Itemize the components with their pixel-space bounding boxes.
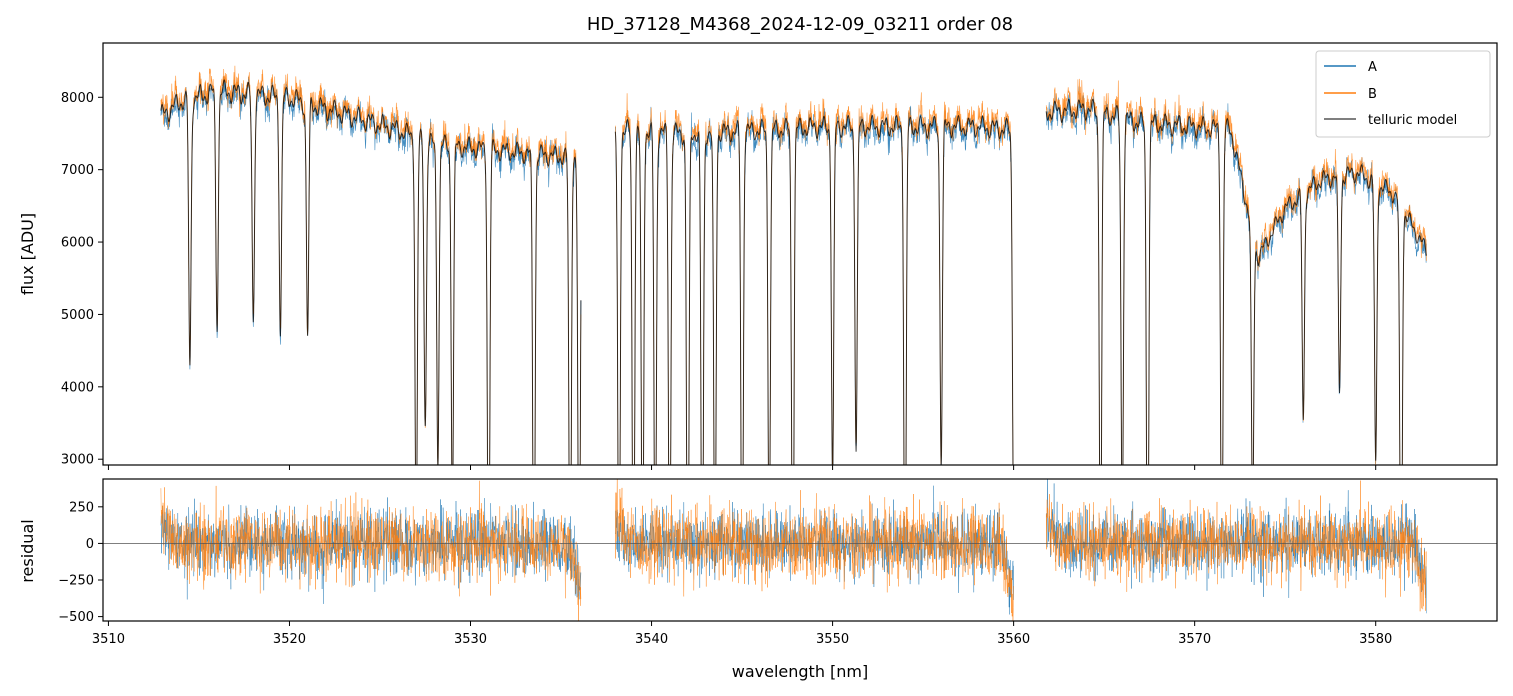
top-y-tick-label: 6000 (61, 236, 94, 251)
residual-b-line (615, 479, 1014, 621)
bottom-x-tick-label: 3520 (273, 632, 306, 647)
chart-title: HD_37128_M4368_2024-12-09_03211 order 08 (587, 14, 1013, 35)
top-plot-series (160, 65, 1427, 465)
bottom-y-axis-label: residual (18, 519, 37, 582)
telluric-model-line (614, 114, 1014, 465)
top-y-tick-label: 8000 (61, 91, 94, 106)
legend-label-a: A (1368, 60, 1377, 75)
legend-item-b: B (1324, 87, 1377, 102)
bottom-y-tick-label: 0 (86, 537, 94, 552)
legend: A B telluric model (1315, 50, 1491, 138)
top-y-tick-label: 4000 (61, 380, 94, 395)
bottom-y-tick-label: −250 (58, 574, 94, 589)
top-y-axis-label: flux [ADU] (18, 213, 37, 295)
top-y-tick-label: 5000 (61, 308, 94, 323)
bottom-y-tick-label: 250 (69, 500, 94, 515)
bottom-y-tick-label: −500 (58, 610, 94, 625)
top-y-ticks: 3000 4000 5000 6000 7000 8000 (61, 91, 103, 468)
bottom-x-tick-label: 3570 (1178, 632, 1211, 647)
legend-label-telluric: telluric model (1368, 113, 1457, 128)
bottom-x-tick-label: 3540 (635, 632, 668, 647)
bottom-x-tick-label: 3530 (454, 632, 487, 647)
legend-item-telluric: telluric model (1324, 113, 1457, 128)
bottom-plot-frame (102, 478, 1498, 622)
top-x-ticks (107, 465, 1377, 470)
top-y-tick-label: 7000 (61, 163, 94, 178)
top-plot-frame (102, 42, 1498, 466)
residual-b-line (1045, 480, 1427, 612)
top-y-tick-label: 3000 (61, 453, 94, 468)
bottom-plot: 3510 3520 3530 3540 3550 3560 3570 3580 −500 −25… (18, 478, 1498, 681)
residual-b-line (160, 480, 582, 621)
series-b-line (160, 65, 582, 465)
bottom-x-tick-label: 3550 (816, 632, 849, 647)
bottom-x-tick-label: 3560 (997, 632, 1030, 647)
legend-box (1315, 50, 1491, 138)
x-axis-label: wavelength [nm] (732, 662, 869, 681)
telluric-model-line (1045, 98, 1427, 465)
legend-item-a: A (1324, 60, 1377, 75)
bottom-x-tick-label: 3510 (92, 632, 125, 647)
top-plot: 3000 4000 5000 6000 7000 8000 flux [ADU] (18, 42, 1498, 470)
telluric-model-line (160, 79, 582, 465)
bottom-x-tick-label: 3580 (1359, 632, 1392, 647)
legend-label-b: B (1368, 87, 1377, 102)
series-b-line (615, 92, 1014, 465)
bottom-x-ticks: 3510 3520 3530 3540 3550 3560 3570 3580 (92, 621, 1392, 647)
bottom-y-ticks: −500 −250 0 250 (58, 500, 103, 625)
